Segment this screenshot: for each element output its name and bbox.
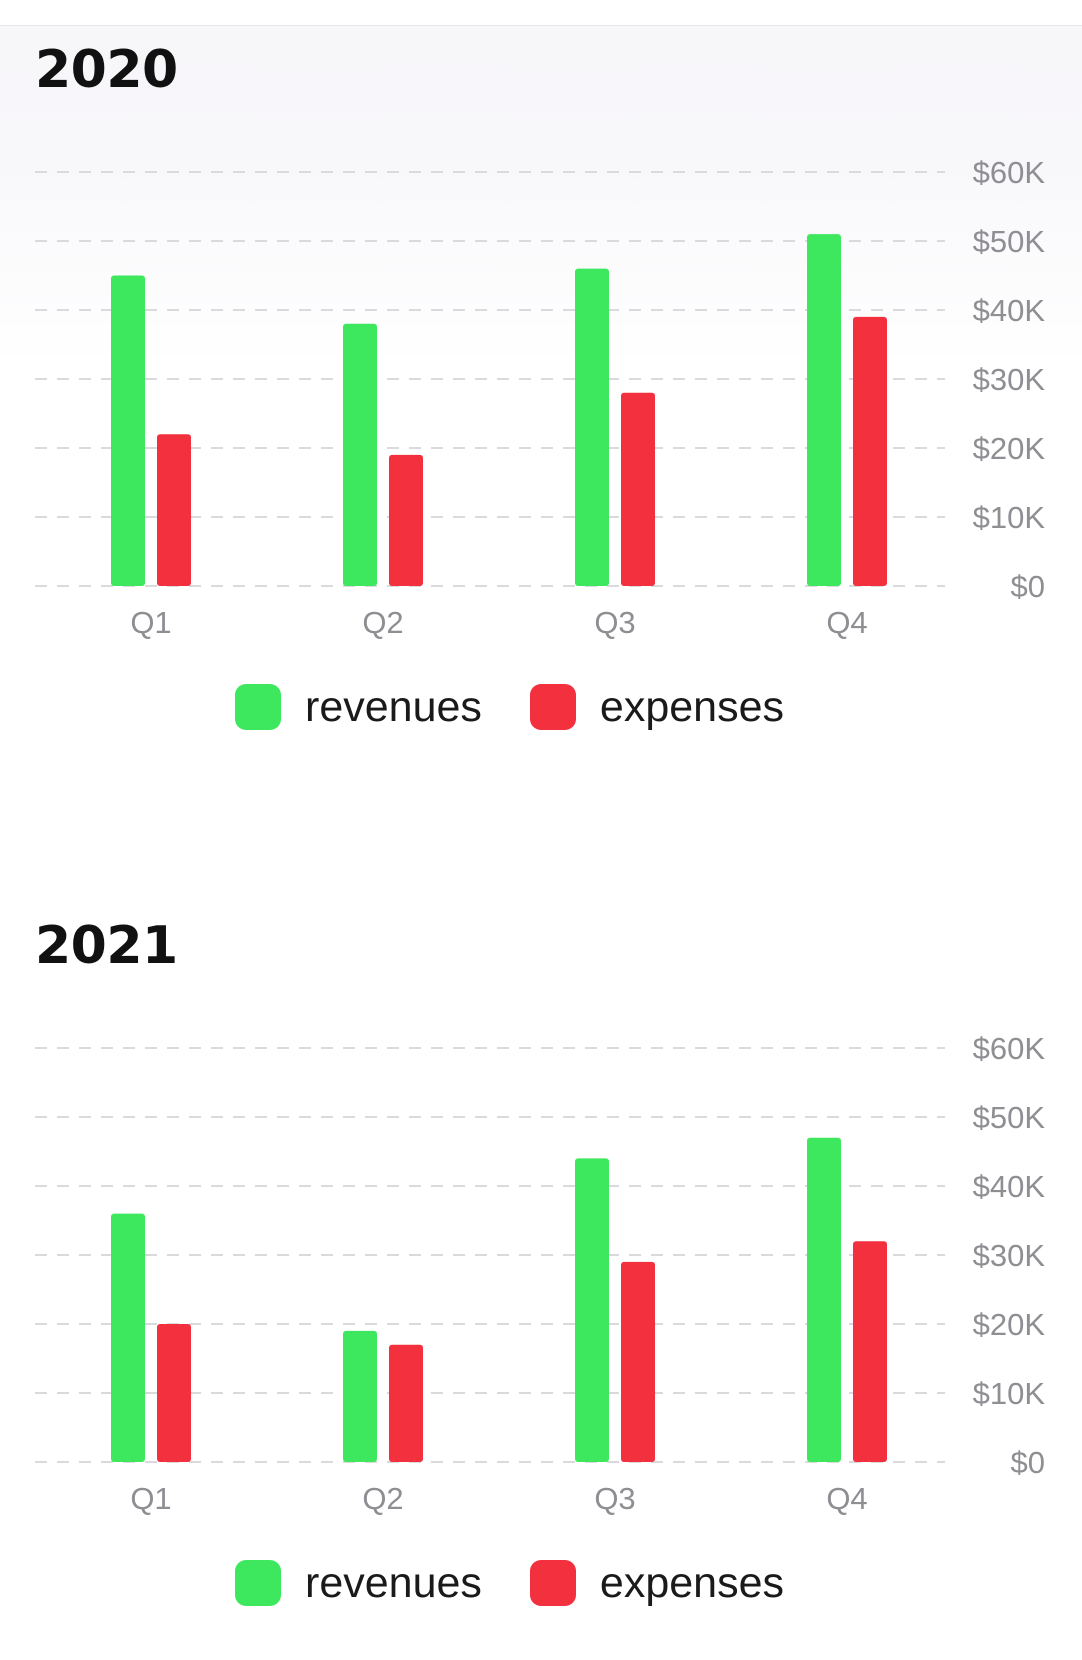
legend-label-revenues: revenues	[305, 683, 482, 731]
chart-title: 2020	[35, 40, 178, 100]
bar-expenses-q3	[621, 392, 655, 586]
bar-revenues-q2	[343, 1330, 377, 1462]
bar-expenses-q2	[389, 1344, 423, 1462]
chart-2021: 2021 $0 $10K $20K $30K $40K $50K $60K Q1 Q2 Q3 Q4 …	[0, 876, 1082, 1656]
legend: revenues expenses	[235, 1559, 832, 1607]
legend-item-revenues: revenues	[235, 683, 482, 731]
bar-revenues-q1	[111, 1213, 145, 1462]
y-tick-label: $20K	[973, 431, 1046, 466]
legend-item-expenses: expenses	[529, 683, 784, 731]
bar-expenses-q1	[157, 434, 191, 586]
legend: revenues expenses	[235, 683, 832, 731]
bar-expenses-q3	[621, 1261, 655, 1462]
bar-expenses-q2	[389, 454, 423, 586]
bar-revenues-q2	[343, 323, 377, 586]
bar-chart-2021: $0 $10K $20K $30K $40K $50K $60K Q1 Q2 Q3 Q4	[35, 1031, 1046, 1516]
chart-title: 2021	[35, 916, 178, 976]
bar-expenses-q4	[853, 1241, 887, 1462]
y-tick-label: $30K	[973, 1238, 1046, 1273]
y-tick-label: $40K	[973, 1169, 1046, 1204]
x-tick-label: Q2	[362, 605, 403, 640]
y-tick-label: $30K	[973, 362, 1046, 397]
x-tick-label: Q4	[826, 605, 867, 640]
x-tick-label: Q4	[826, 1481, 867, 1516]
bar-revenues-q3	[575, 268, 609, 586]
bar-expenses-q4	[853, 316, 887, 586]
legend-item-revenues: revenues	[235, 1559, 482, 1607]
revenues-swatch	[235, 1560, 281, 1606]
expenses-swatch	[529, 1560, 576, 1606]
top-divider	[0, 25, 1082, 26]
y-tick-label: $10K	[973, 1376, 1046, 1411]
bar-revenues-q4	[807, 1137, 841, 1462]
x-tick-label: Q3	[594, 605, 635, 640]
y-tick-label: $50K	[973, 1100, 1046, 1135]
y-tick-label: $40K	[973, 293, 1046, 328]
y-tick-label: $60K	[973, 155, 1046, 190]
bar-expenses-q1	[157, 1324, 191, 1462]
y-tick-label: $10K	[973, 500, 1046, 535]
chart-2020: 2020 $0 $10K $20K $30K $40K $50K $60K Q1 Q2 Q3 Q4 …	[0, 0, 1082, 780]
x-tick-label: Q1	[130, 605, 171, 640]
x-tick-label: Q1	[130, 1481, 171, 1516]
bar-revenues-q4	[807, 234, 841, 586]
legend-item-expenses: expenses	[529, 1559, 784, 1607]
y-tick-label: $20K	[973, 1307, 1046, 1342]
y-tick-label: $0	[1011, 1445, 1045, 1480]
revenues-swatch	[235, 684, 281, 730]
legend-label-expenses: expenses	[599, 1559, 784, 1607]
x-tick-label: Q2	[362, 1481, 403, 1516]
bar-revenues-q3	[575, 1158, 609, 1462]
legend-label-revenues: revenues	[305, 1559, 482, 1607]
y-tick-label: $0	[1011, 569, 1045, 604]
expenses-swatch	[529, 684, 576, 730]
y-tick-label: $60K	[973, 1031, 1046, 1066]
bar-revenues-q1	[111, 275, 145, 586]
y-tick-label: $50K	[973, 224, 1046, 259]
bar-chart-2020: $0 $10K $20K $30K $40K $50K $60K Q1 Q2 Q3 Q4	[35, 155, 1046, 640]
x-tick-label: Q3	[594, 1481, 635, 1516]
legend-label-expenses: expenses	[599, 683, 784, 731]
